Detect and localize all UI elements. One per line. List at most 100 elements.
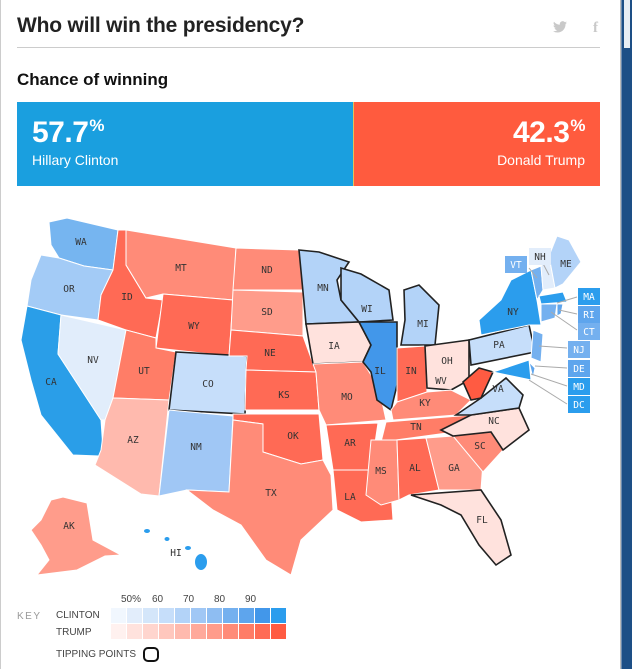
color-swatch [143, 624, 158, 639]
state-ME[interactable] [548, 235, 582, 289]
svg-text:OK: OK [287, 431, 299, 442]
state-WI[interactable] [340, 266, 394, 323]
trump-chance-bar: 42.3% Donald Trump [353, 102, 600, 186]
facebook-share-icon[interactable]: f [593, 20, 598, 36]
svg-text:MS: MS [375, 466, 387, 477]
svg-text:WY: WY [188, 321, 200, 332]
svg-text:TN: TN [410, 422, 422, 433]
svg-text:CA: CA [45, 377, 57, 388]
color-swatch [239, 624, 254, 639]
scrollbar[interactable] [621, 0, 632, 669]
callout-VT[interactable]: VT [505, 256, 527, 273]
svg-text:SD: SD [261, 307, 273, 318]
svg-text:DE: DE [573, 364, 585, 375]
svg-text:NV: NV [87, 355, 99, 366]
key-trump-label: TRUMP [56, 627, 92, 638]
key-tipping-label: TIPPING POINTS [56, 649, 137, 660]
svg-text:NH: NH [534, 252, 546, 263]
svg-text:ME: ME [560, 259, 572, 270]
trump-color-scale [111, 624, 286, 639]
color-swatch [111, 608, 126, 623]
svg-text:UT: UT [138, 366, 150, 377]
svg-text:OR: OR [63, 284, 75, 295]
color-swatch [207, 624, 222, 639]
svg-text:AK: AK [63, 521, 75, 532]
callout-DC[interactable]: DC [568, 396, 590, 413]
color-swatch [159, 608, 174, 623]
svg-text:CO: CO [202, 379, 214, 390]
color-swatch [271, 608, 286, 623]
trump-name: Donald Trump [497, 152, 585, 168]
svg-text:OH: OH [441, 356, 453, 367]
tick-60: 60 [152, 594, 164, 605]
state-AZ[interactable] [94, 397, 170, 497]
electoral-map: WA OR CA NV ID MT ND SD WY NE UT CO KS AZ NM OK TX A… [20, 217, 600, 576]
svg-text:IA: IA [328, 341, 340, 352]
svg-text:FL: FL [476, 515, 488, 526]
callout-MD[interactable]: MD [568, 378, 590, 395]
state-NM[interactable] [158, 409, 234, 497]
divider [17, 47, 600, 48]
color-swatch [239, 608, 254, 623]
color-swatch [159, 624, 174, 639]
callout-ME: ME [560, 259, 572, 270]
state-TX[interactable] [185, 419, 334, 576]
svg-text:NY: NY [507, 307, 519, 318]
key-label: KEY [17, 611, 42, 622]
callout-DE[interactable]: DE [568, 360, 590, 377]
clinton-chance-bar: 57.7% Hillary Clinton [17, 102, 353, 186]
callout-CT[interactable]: CT [578, 323, 600, 340]
state-OH[interactable] [424, 339, 470, 391]
state-NJ[interactable] [530, 329, 544, 363]
state-DE[interactable] [528, 360, 536, 379]
svg-text:IL: IL [374, 366, 386, 377]
svg-text:AZ: AZ [127, 435, 139, 446]
svg-text:AR: AR [344, 438, 356, 449]
svg-text:WA: WA [75, 237, 87, 248]
svg-text:MA: MA [583, 292, 595, 303]
svg-text:NE: NE [264, 348, 276, 359]
tipping-point-outline-icon [143, 647, 159, 662]
state-CT[interactable] [540, 303, 558, 323]
callout-NH[interactable]: NH [529, 248, 551, 265]
scrollbar-thumb[interactable] [624, 0, 630, 48]
svg-text:PA: PA [493, 340, 505, 351]
svg-text:TX: TX [265, 488, 277, 499]
color-swatch [223, 608, 238, 623]
state-MI[interactable] [400, 284, 440, 346]
state-AL[interactable] [396, 437, 440, 501]
callout-RI[interactable]: RI [578, 306, 600, 323]
color-swatch [175, 608, 190, 623]
tick-90: 90 [245, 594, 257, 605]
color-swatch [191, 624, 206, 639]
state-HI[interactable] [144, 529, 207, 570]
callout-MA[interactable]: MA [578, 288, 600, 305]
color-swatch [143, 608, 158, 623]
svg-text:ND: ND [261, 265, 273, 276]
state-MD[interactable] [491, 359, 532, 381]
state-IL[interactable] [357, 321, 398, 412]
state-WV[interactable] [462, 367, 495, 401]
state-MA[interactable] [538, 291, 568, 305]
svg-text:LA: LA [344, 492, 356, 503]
svg-text:MI: MI [417, 319, 428, 330]
state-MS[interactable] [365, 439, 400, 506]
state-GA[interactable] [425, 435, 484, 491]
state-KY[interactable] [390, 389, 472, 421]
color-swatch [271, 624, 286, 639]
twitter-share-icon[interactable] [553, 20, 567, 36]
state-FL[interactable] [410, 489, 512, 567]
tick-80: 80 [214, 594, 226, 605]
svg-text:NM: NM [190, 442, 202, 453]
svg-text:RI: RI [583, 310, 594, 321]
callout-NJ[interactable]: NJ [568, 341, 590, 358]
state-NY[interactable] [478, 269, 542, 336]
color-swatch [223, 624, 238, 639]
svg-text:MO: MO [341, 392, 353, 403]
color-swatch [127, 608, 142, 623]
state-AK[interactable] [30, 496, 123, 576]
color-swatch [175, 624, 190, 639]
color-swatch [127, 624, 142, 639]
color-swatch [255, 608, 270, 623]
